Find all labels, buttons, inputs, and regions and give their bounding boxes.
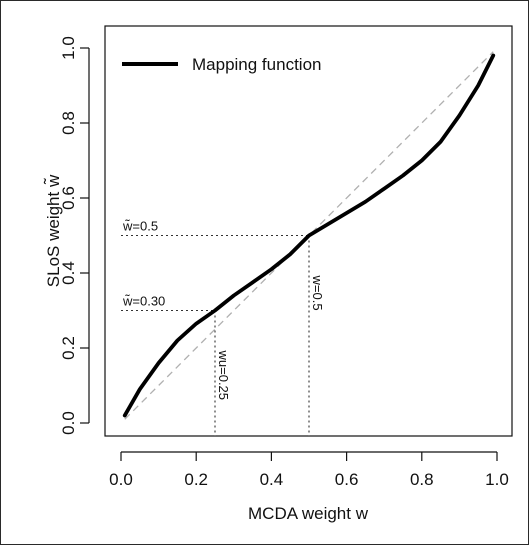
x-tick-label: 0.0 xyxy=(109,470,133,489)
annotation-label: wu=0.25 xyxy=(216,350,231,401)
plot-area-border xyxy=(104,25,513,437)
y-tick-label: 0.4 xyxy=(59,261,78,285)
legend-label-mapping-function: Mapping function xyxy=(192,55,321,74)
annotation-label: w̃=0.30 xyxy=(122,293,165,308)
x-tick-label: 0.2 xyxy=(184,470,208,489)
x-tick-label: 0.6 xyxy=(335,470,359,489)
annotation-label: w̃=0.5 xyxy=(122,218,158,233)
x-axis-title: MCDA weight w xyxy=(248,504,369,523)
y-tick-label: 0.2 xyxy=(59,336,78,360)
annotation-label: w=0.5 xyxy=(310,275,325,311)
y-tick-label: 0.0 xyxy=(59,411,78,435)
y-axis-title: SLoS weight w̃ xyxy=(43,174,63,287)
mapping-function-line xyxy=(122,53,496,418)
x-tick-label: 0.4 xyxy=(260,470,284,489)
identity-reference-line xyxy=(124,51,494,420)
x-tick-label: 0.8 xyxy=(410,470,434,489)
legend: Mapping function xyxy=(122,55,321,74)
y-tick-label: 0.6 xyxy=(59,186,78,210)
x-tick-label: 1.0 xyxy=(485,470,509,489)
y-tick-label: 0.8 xyxy=(59,111,78,135)
y-tick-label: 1.0 xyxy=(59,36,78,60)
